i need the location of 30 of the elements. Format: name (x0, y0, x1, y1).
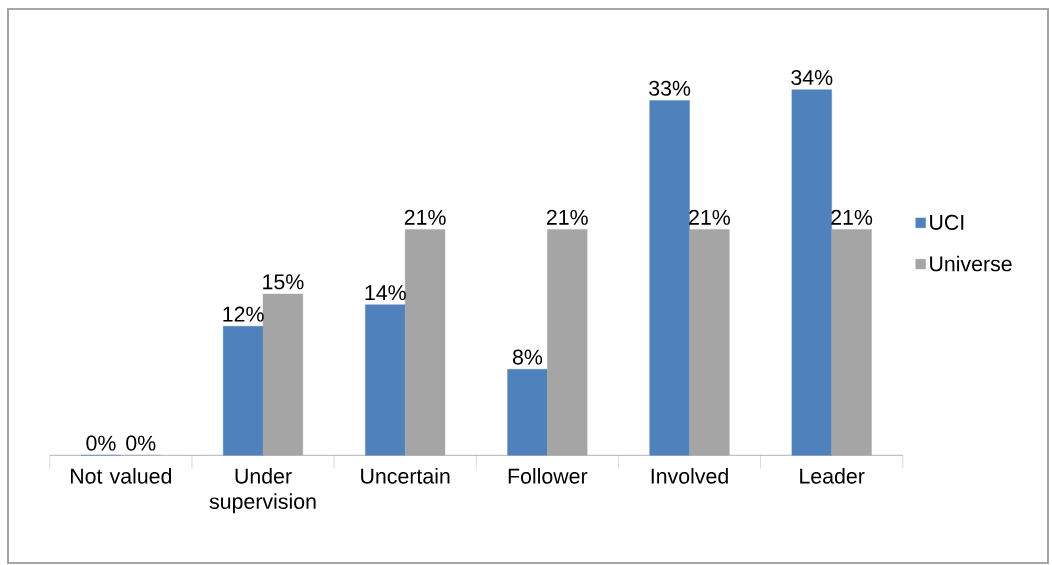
x-tick-label: Involved (651, 468, 728, 484)
bar (649, 100, 690, 456)
data-label: 34% (791, 69, 833, 86)
legend-label: Universe (930, 255, 1012, 272)
data-label: 21% (689, 209, 730, 225)
x-tick-label: Under supervision (209, 468, 316, 514)
bar (404, 229, 446, 456)
data-label: 8% (512, 349, 543, 365)
data-label: 0% (126, 435, 156, 451)
x-tick-label: Follower (508, 468, 588, 484)
data-label: 21% (546, 209, 588, 225)
x-tick-label: Uncertain (361, 468, 450, 484)
bar (262, 293, 304, 456)
bar (223, 326, 264, 456)
data-label: 21% (831, 209, 873, 225)
x-tick-label: Leader (800, 468, 865, 484)
bar (689, 229, 730, 456)
bar (365, 304, 406, 456)
data-label: 14% (365, 285, 406, 301)
data-label: 21% (404, 209, 446, 225)
bar (831, 229, 872, 456)
bar (547, 229, 588, 456)
data-label: 15% (263, 274, 304, 290)
bar (507, 369, 548, 456)
data-label: 0% (86, 435, 116, 451)
data-label: 12% (223, 306, 264, 322)
bar (791, 89, 832, 456)
legend-label: UCI (930, 214, 964, 230)
data-label: 33% (649, 80, 691, 96)
x-tick-label: Not valued (71, 468, 172, 484)
